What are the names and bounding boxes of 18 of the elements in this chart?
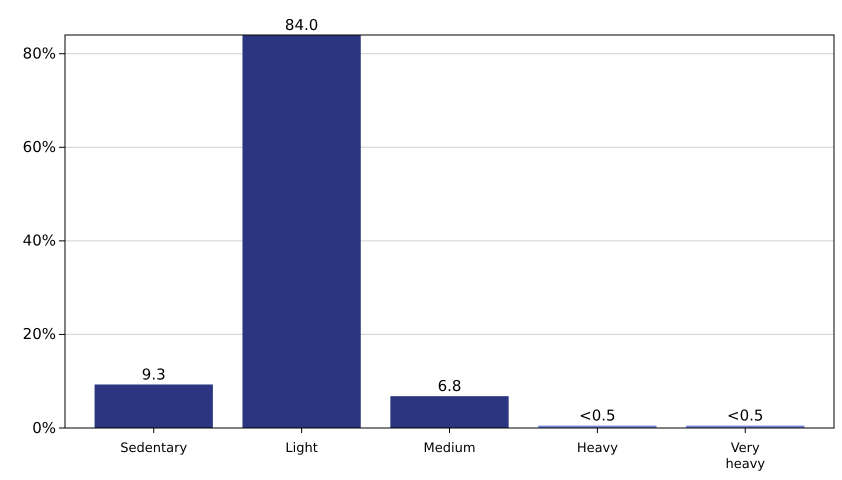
y-tick-label: 40% xyxy=(22,232,56,250)
y-tick-label: 0% xyxy=(32,418,56,437)
bar xyxy=(94,384,213,428)
bar xyxy=(390,396,509,428)
y-tick-label: 20% xyxy=(22,325,56,344)
x-tick-label: Very heavy xyxy=(725,441,766,472)
data-label: 9.3 xyxy=(142,365,166,384)
bar xyxy=(242,35,361,428)
y-tick-label: 80% xyxy=(22,44,56,63)
data-label: 6.8 xyxy=(438,377,462,396)
data-label: 84.0 xyxy=(284,16,318,34)
y-tick-label: 60% xyxy=(22,138,56,156)
x-tick-label: Light xyxy=(285,441,318,456)
x-tick-label: Heavy xyxy=(576,441,618,456)
x-tick-label: Sedentary xyxy=(120,441,188,456)
data-label: <0.5 xyxy=(579,406,616,425)
x-tick-label: Medium xyxy=(424,441,476,456)
data-label: <0.5 xyxy=(727,406,764,425)
